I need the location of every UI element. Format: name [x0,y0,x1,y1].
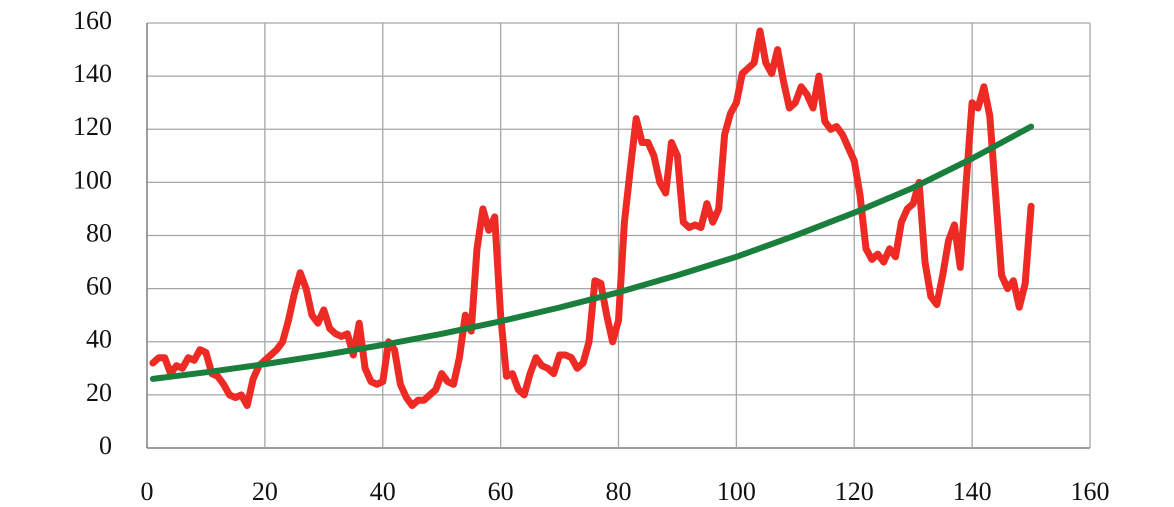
x-tick-label: 140 [953,477,992,506]
y-tick-label: 120 [73,112,112,141]
data-line [149,123,1035,382]
y-tick-label: 0 [99,431,112,460]
y-tick-label: 60 [86,272,112,301]
x-tick-label: 120 [835,477,874,506]
y-tick-label: 40 [86,325,112,354]
x-tick-label: 80 [606,477,632,506]
x-tick-label: 160 [1071,477,1110,506]
y-tick-label: 140 [73,59,112,88]
y-tick-label: 20 [86,378,112,407]
y-tick-label: 100 [73,165,112,194]
x-tick-label: 100 [717,477,756,506]
x-tick-label: 40 [370,477,396,506]
y-tick-label: 80 [86,218,112,247]
y-tick-label: 160 [73,6,112,35]
x-tick-label: 60 [488,477,514,506]
x-tick-label: 20 [252,477,278,506]
data-line [149,27,1035,409]
x-tick-label: 0 [141,477,154,506]
